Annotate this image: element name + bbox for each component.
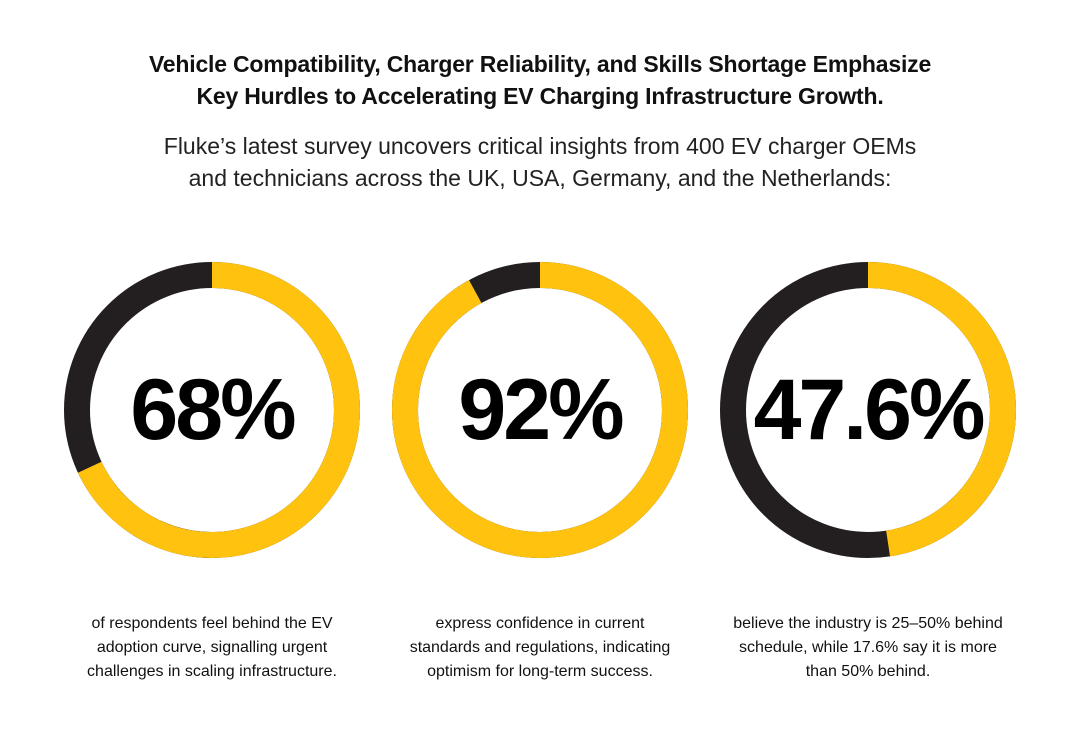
caption-3-line-3: than 50% behind. [805, 663, 931, 680]
stat-ring-1: 68% [62, 260, 362, 560]
caption-3-line-2: schedule, while 17.6% say it is more [739, 639, 997, 656]
stat-caption-1: of respondents feel behind the EV adopti… [52, 612, 372, 684]
stat-value-1: 68% [130, 361, 296, 458]
ring-progress-2 [392, 262, 688, 558]
ring-progress-3 [720, 262, 1016, 558]
donut-ring-2 [392, 262, 688, 558]
stat-value-2: 92% [458, 361, 624, 458]
donut-ring-3 [720, 262, 1016, 558]
caption-2-line-3: optimism for long-term success. [427, 663, 653, 680]
headline-line-2: Key Hurdles to Accelerating EV Charging … [196, 83, 884, 109]
subheading: Fluke’s latest survey uncovers critical … [0, 130, 1080, 194]
caption-1-line-1: of respondents feel behind the EV [91, 615, 333, 632]
subheading-line-2: and technicians across the UK, USA, Germ… [188, 165, 892, 191]
stat-value-3: 47.6% [753, 361, 986, 458]
ring-progress-1 [64, 262, 360, 558]
stat-caption-2: express confidence in current standards … [380, 612, 700, 684]
subheading-line-1: Fluke’s latest survey uncovers critical … [163, 133, 917, 159]
caption-2-line-2: standards and regulations, indicating [409, 639, 671, 656]
caption-2-line-1: express confidence in current [435, 615, 645, 632]
donut-ring-1 [64, 262, 360, 558]
caption-1-line-3: challenges in scaling infrastructure. [87, 663, 337, 680]
stat-ring-3: 47.6% [718, 260, 1018, 560]
headline-line-1: Vehicle Compatibility, Charger Reliabili… [148, 51, 932, 77]
caption-1-line-2: adoption curve, signalling urgent [96, 639, 328, 656]
stat-ring-2: 92% [390, 260, 690, 560]
caption-3-line-1: believe the industry is 25–50% behind [733, 615, 1003, 632]
stat-caption-3: believe the industry is 25–50% behind sc… [708, 612, 1028, 684]
headline: Vehicle Compatibility, Charger Reliabili… [0, 48, 1080, 112]
